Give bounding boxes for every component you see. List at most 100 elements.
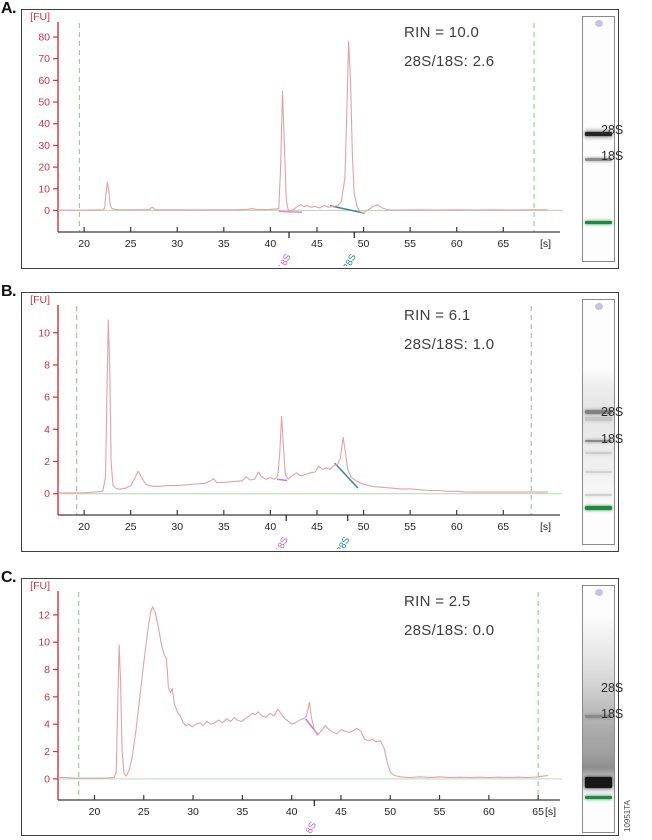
panel-c-letter: C.: [1, 569, 17, 586]
y-tick-label: 0: [44, 205, 50, 217]
x-tick-label: 40: [265, 521, 277, 533]
y-tick-label: 10: [38, 183, 50, 195]
x-tick-label: 40: [265, 238, 277, 250]
y-tick-label: 0: [44, 488, 50, 500]
y-tick-label: 4: [44, 424, 50, 436]
gel-marker-band: [585, 506, 612, 510]
panel-c: C. 0 2 4 6 8 10 12 [FU] 20 25 30 35 40 45 50 55 60 65 [s] 1…: [0, 569, 652, 840]
peak-label: 18S: [276, 252, 294, 266]
gel-band: [585, 410, 612, 414]
electropherogram-trace: [58, 606, 549, 779]
x-tick-label: 55: [404, 238, 416, 250]
peak-label: 28S: [335, 535, 353, 549]
gel-band: [585, 416, 612, 422]
y-tick-label: 10: [38, 637, 50, 649]
y-tick-label: 12: [38, 609, 50, 621]
x-tick-label: 45: [311, 238, 323, 250]
y-tick-label: 40: [38, 118, 50, 130]
gel-band: [585, 470, 612, 474]
gel-smear: [583, 586, 614, 832]
x-tick-label: 50: [384, 806, 396, 818]
gel-well-dot: [594, 589, 603, 596]
x-tick-label: 35: [237, 806, 249, 818]
gel-lane-c: [582, 585, 615, 833]
panel-c-frame: 0 2 4 6 8 10 12 [FU] 20 25 30 35 40 45 50 55 60 65 [s] 18S …: [21, 578, 619, 836]
x-tick-label: 25: [125, 521, 137, 533]
gel-band: [585, 494, 612, 497]
gel-size-label-18s: 18S: [601, 149, 624, 164]
x-tick-label: 20: [89, 806, 101, 818]
gel-band: [585, 715, 612, 719]
y-tick-label: 80: [38, 32, 50, 44]
electropherogram-trace: [57, 40, 548, 214]
x-tick-label: 65: [532, 806, 544, 818]
y-tick-label: 2: [44, 746, 50, 758]
y-tick-label: 0: [44, 773, 50, 785]
gel-marker-band: [585, 795, 612, 800]
panel-b-letter: B.: [1, 283, 17, 300]
integration-baseline: [329, 204, 365, 214]
y-tick-label: 6: [44, 392, 50, 404]
x-tick-label: 40: [286, 806, 298, 818]
x-tick-label: 30: [187, 806, 199, 818]
y-tick-label: 4: [44, 719, 50, 731]
gel-well-dot: [594, 303, 603, 310]
electropherogram-trace: [58, 319, 548, 494]
gel-smear: [583, 300, 614, 544]
x-tick-label: 60: [451, 521, 463, 533]
x-tick-label: 35: [218, 238, 230, 250]
gel-band: [585, 451, 612, 455]
y-axis-unit: [FU]: [30, 294, 50, 306]
ratio-value-c: 28S/18S: 0.0: [404, 622, 495, 639]
x-axis-unit: [s]: [540, 238, 551, 250]
y-tick-label: 8: [44, 664, 50, 676]
y-tick-label: 8: [44, 359, 50, 371]
gel-marker-band: [585, 220, 612, 225]
gel-size-label-28s: 28S: [601, 404, 624, 419]
gel-size-label-28s: 28S: [601, 122, 624, 137]
panel-b-frame: 0 2 4 6 8 10 [FU] 20 25 30 35 40 45 50 55 60 65 [s] 18S 28S…: [21, 292, 619, 552]
x-tick-label: 30: [171, 521, 183, 533]
rin-value-a: RIN = 10.0: [404, 24, 480, 41]
x-tick-label: 25: [125, 238, 137, 250]
figure-part-number: 10951TA: [623, 800, 632, 832]
y-axis-unit: [FU]: [30, 580, 50, 592]
x-tick-label: 45: [311, 521, 323, 533]
integration-baseline: [276, 478, 288, 482]
panel-a-frame: 0 10 20 30 40 50 60 70 80 [FU] 20 25 30 35 40 45 50 55 60 6…: [21, 9, 619, 269]
peak-label: 28S: [341, 252, 359, 266]
y-axis-unit: [FU]: [30, 11, 50, 23]
peak-label: 18S: [301, 820, 319, 833]
x-tick-label: 60: [451, 238, 463, 250]
gel-band: [585, 776, 612, 789]
panel-b: B. 0 2 4 6 8 10 [FU] 20 25 30 35 40 45 50 55 60 65 [s] 18S…: [0, 283, 652, 555]
peak-label: 18S: [273, 535, 291, 549]
y-tick-label: 30: [38, 140, 50, 152]
ratio-value-a: 28S/18S: 2.6: [404, 53, 495, 70]
x-tick-label: 55: [404, 521, 416, 533]
electropherogram-c: 0 2 4 6 8 10 12 [FU] 20 25 30 35 40 45 50 55 60 65 [s] 18S: [30, 580, 562, 833]
x-tick-label: 55: [434, 806, 446, 818]
integration-baseline: [334, 462, 359, 489]
ratio-value-b: 28S/18S: 1.0: [404, 336, 495, 353]
y-tick-label: 20: [38, 162, 50, 174]
y-tick-label: 60: [38, 75, 50, 87]
gel-band: [585, 131, 612, 137]
x-tick-label: 45: [335, 806, 347, 818]
panel-a-letter: A.: [1, 0, 17, 17]
x-tick-label: 25: [138, 806, 150, 818]
x-tick-label: 50: [358, 238, 370, 250]
gel-lane-a: [582, 16, 615, 262]
gel-size-label-18s: 18S: [601, 707, 624, 722]
panel-a: A. 0 10 20 30 40 50 60 70 80 [FU] 20 25 30 35 40 45 50 55…: [0, 0, 652, 272]
x-tick-label: 20: [78, 521, 90, 533]
rin-value-c: RIN = 2.5: [404, 593, 471, 610]
y-tick-label: 10: [38, 327, 50, 339]
x-tick-label: 60: [483, 806, 495, 818]
x-axis-unit: [s]: [545, 806, 556, 818]
y-tick-label: 50: [38, 97, 50, 109]
x-tick-label: 20: [78, 238, 90, 250]
x-tick-label: 35: [218, 521, 230, 533]
y-tick-label: 6: [44, 691, 50, 703]
